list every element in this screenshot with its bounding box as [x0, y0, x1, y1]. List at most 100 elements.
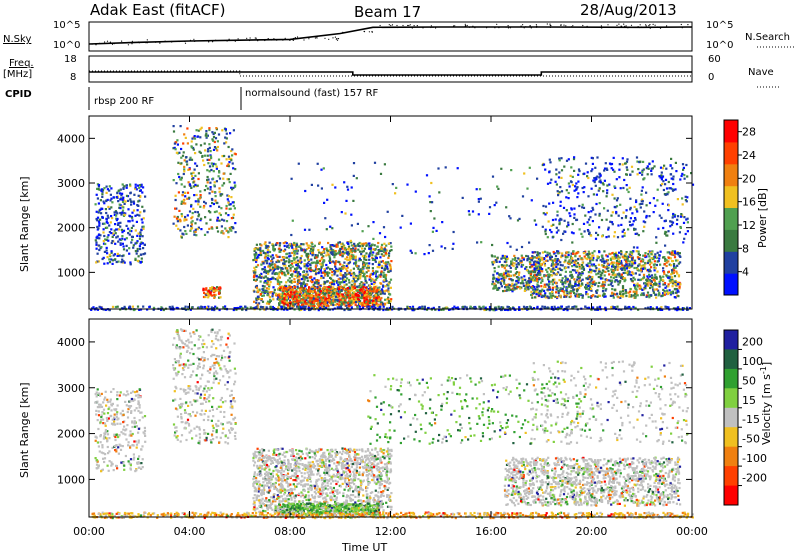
range-cell [574, 295, 577, 298]
range-cell [388, 249, 392, 252]
range-cell [255, 265, 258, 268]
range-cell [598, 294, 602, 297]
range-cell [659, 276, 662, 279]
range-cell [321, 262, 324, 265]
range-cell [311, 299, 314, 302]
range-cell [533, 289, 536, 292]
nsearch-point [332, 37, 334, 39]
range-cell [679, 261, 682, 264]
range-cell [174, 207, 177, 210]
range-cell [254, 251, 258, 254]
range-cell [346, 287, 349, 290]
range-cell [557, 259, 561, 262]
range-cell [369, 286, 372, 289]
range-cell [364, 275, 367, 279]
range-cell [107, 216, 110, 219]
range-cell [263, 266, 266, 269]
range-cell [347, 305, 350, 308]
range-cell [191, 137, 194, 140]
range-cell [359, 269, 362, 272]
range-cell [518, 258, 521, 261]
range-cell [630, 295, 633, 298]
range-cell [625, 294, 628, 298]
range-cell [204, 154, 207, 157]
range-cell [644, 267, 647, 270]
range-cell [389, 278, 393, 281]
range-cell [258, 297, 261, 301]
range-cell [204, 134, 207, 137]
range-cell [578, 279, 581, 282]
range-cell [548, 282, 551, 285]
range-cell [139, 184, 142, 187]
range-cell [253, 248, 256, 251]
nsearch-point [303, 39, 305, 41]
range-cell [617, 257, 620, 260]
range-cell [536, 265, 539, 268]
range-cell [210, 157, 213, 160]
range-cell [360, 271, 363, 274]
range-cell [278, 271, 281, 274]
range-cell [144, 195, 147, 198]
range-cell [345, 264, 348, 268]
nsearch-point [652, 23, 654, 25]
range-cell [374, 255, 377, 258]
range-cell [596, 295, 599, 298]
range-cell [218, 291, 221, 294]
range-cell [265, 262, 268, 265]
range-cell [613, 231, 616, 234]
range-cell [288, 277, 291, 280]
range-cell [348, 289, 352, 292]
range-cell [531, 265, 534, 268]
range-cell [318, 293, 321, 296]
range-cell [288, 261, 291, 264]
range-cell [565, 295, 568, 298]
range-cell [678, 252, 681, 255]
range-cell [96, 197, 99, 200]
range-cell [106, 188, 109, 191]
range-cell [180, 147, 183, 151]
range-cell [611, 288, 614, 291]
nsearch-point [435, 27, 437, 29]
range-cell [320, 258, 323, 261]
range-cell [192, 185, 195, 188]
range-cell [333, 269, 336, 272]
range-cell [373, 290, 376, 293]
range-cell [614, 186, 617, 189]
range-cell [328, 300, 331, 303]
range-cell [536, 291, 539, 294]
range-cell [615, 205, 619, 208]
range-cell [183, 165, 186, 168]
range-cell [320, 305, 323, 308]
range-cell [677, 253, 680, 256]
range-cell [530, 287, 533, 290]
range-cell [537, 277, 540, 280]
range-cell [663, 293, 666, 296]
range-cell [612, 296, 615, 299]
range-cell [368, 284, 371, 287]
range-cell [122, 206, 125, 209]
range-cell [573, 156, 576, 159]
range-cell [181, 194, 184, 197]
range-cell [359, 302, 362, 305]
range-cell [629, 208, 632, 211]
range-cell [335, 290, 338, 293]
range-cell [519, 260, 522, 263]
range-cell [644, 284, 647, 288]
range-cell [201, 154, 204, 158]
range-cell [621, 286, 625, 290]
range-cell [297, 259, 300, 262]
range-cell [604, 266, 607, 269]
nsearch-point [189, 39, 192, 41]
range-cell [650, 173, 653, 176]
range-cell [380, 260, 383, 263]
range-cell [354, 299, 357, 302]
range-cell [607, 235, 610, 238]
range-cell [255, 243, 258, 246]
range-cell [266, 300, 270, 303]
range-cell [628, 253, 631, 256]
range-cell [666, 292, 669, 295]
range-cell [558, 279, 561, 282]
range-cell [306, 290, 310, 293]
range-cell [637, 250, 640, 253]
range-cell [538, 252, 541, 255]
